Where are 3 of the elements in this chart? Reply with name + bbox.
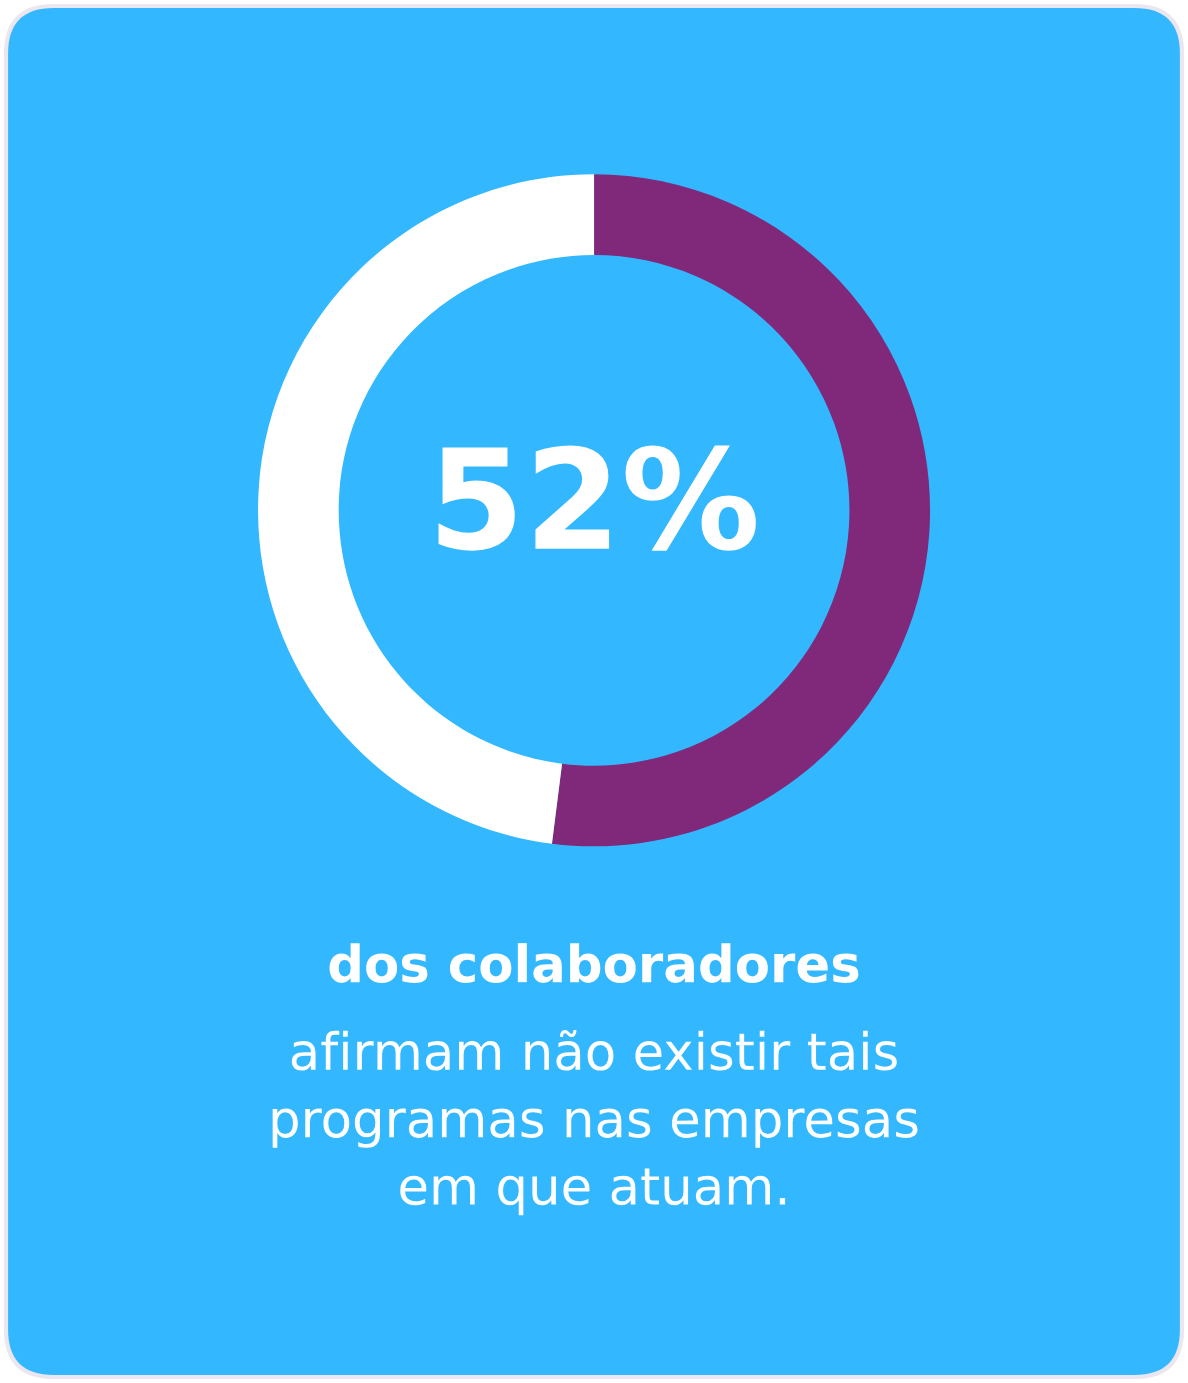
- text: dos colaboradores: [329, 943, 859, 983]
- data-label: 52%: [438, 445, 756, 551]
- text: afirmam não existir tais programas nas empresas em que atuam.: [272, 1029, 918, 1216]
